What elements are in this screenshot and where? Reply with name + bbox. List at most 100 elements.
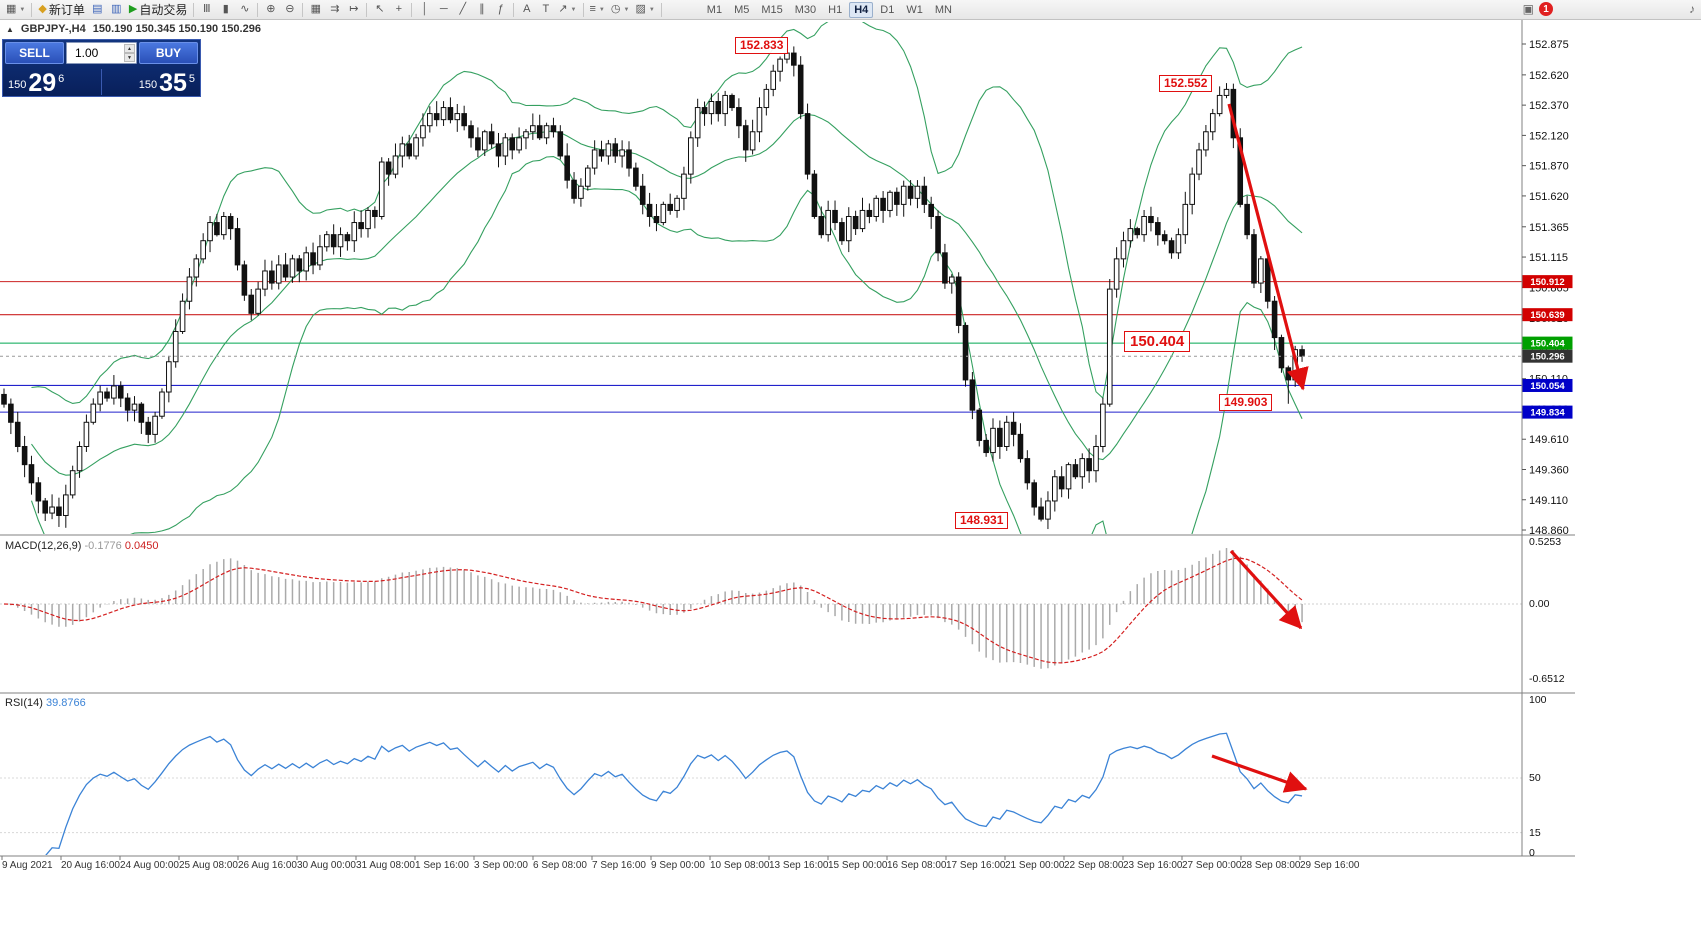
candle-body bbox=[358, 222, 364, 230]
arrows-icon[interactable]: ↗ ▼ bbox=[555, 1, 579, 18]
candle-body bbox=[1072, 464, 1079, 478]
candle-body bbox=[584, 167, 591, 187]
fibonacci-icon[interactable]: ƒ bbox=[491, 1, 510, 18]
volume-down-icon[interactable]: ▼ bbox=[124, 53, 135, 62]
sound-icon[interactable]: ♪ bbox=[1689, 2, 1695, 16]
macd-main-value: -0.1776 bbox=[84, 540, 122, 552]
candle-body bbox=[413, 137, 419, 157]
macd-panel bbox=[0, 548, 1522, 669]
candle-body bbox=[275, 264, 282, 284]
candle-body bbox=[536, 125, 543, 139]
time-tick-label: 29 Sep 16:00 bbox=[1300, 860, 1360, 871]
candle-body bbox=[564, 155, 570, 181]
timeframe-m5[interactable]: M5 bbox=[734, 3, 750, 16]
chat-icon[interactable]: ▣ bbox=[1522, 2, 1534, 16]
candle-body bbox=[166, 361, 172, 393]
candle-body bbox=[1065, 464, 1072, 490]
price-badge-text: 150.296 bbox=[1530, 352, 1564, 363]
candle-body bbox=[921, 185, 928, 205]
candle-body bbox=[186, 276, 193, 302]
vertical-line-icon[interactable]: │ bbox=[415, 1, 434, 18]
timeframe-m1[interactable]: M1 bbox=[706, 3, 723, 16]
candle-body bbox=[42, 500, 49, 514]
candle-body bbox=[550, 125, 557, 133]
candle-body bbox=[76, 445, 83, 472]
arrow-price-drop[interactable] bbox=[1227, 103, 1309, 391]
indicators-list-icon[interactable]: ≡ ▼ bbox=[587, 1, 608, 18]
candle-body bbox=[83, 421, 90, 447]
candle-body bbox=[49, 506, 55, 514]
timeframe-m30[interactable]: M30 bbox=[794, 3, 817, 16]
tile-windows-icon[interactable]: ▦ bbox=[306, 1, 325, 18]
auto-trading-button[interactable]: ▶ 自动交易 bbox=[126, 1, 190, 18]
line-chart-icon[interactable]: ∿ bbox=[235, 1, 254, 18]
rsi-value: 39.8766 bbox=[45, 697, 86, 709]
timeframe-d1[interactable]: D1 bbox=[880, 3, 895, 16]
candle-body bbox=[770, 70, 777, 90]
text-icon[interactable]: A bbox=[517, 1, 536, 18]
candle-body bbox=[220, 215, 227, 236]
candle-body bbox=[516, 137, 522, 151]
arrow-macd-drop[interactable] bbox=[1229, 549, 1303, 630]
new-chart-icon[interactable]: ▦ ▼ bbox=[3, 1, 28, 18]
buy-button[interactable]: BUY bbox=[139, 42, 198, 64]
dropdown-arrow-icon: ▼ bbox=[623, 6, 630, 13]
volume-up-icon[interactable]: ▲ bbox=[124, 44, 135, 53]
chart-shift-icon[interactable]: ↦ bbox=[344, 1, 363, 18]
zoom-in-icon[interactable]: ⊕ bbox=[261, 1, 280, 18]
zoom-out-icon: ⊖ bbox=[285, 3, 295, 15]
candle-body bbox=[928, 203, 934, 217]
candle-body bbox=[296, 258, 303, 272]
bollinger-middle-band bbox=[31, 113, 1303, 476]
horizontal-line-icon[interactable]: ─ bbox=[434, 1, 453, 18]
sell-price-pips: 29 bbox=[28, 69, 57, 97]
buy-price[interactable]: 150 35 5 bbox=[106, 71, 195, 96]
price-axis[interactable]: 152.875 152.620 152.370 152.120 151.870 151.6… bbox=[1522, 39, 1573, 859]
timeframe-h1[interactable]: H1 bbox=[828, 3, 843, 16]
volume-input[interactable] bbox=[67, 43, 136, 63]
arrow-rsi-drop[interactable] bbox=[1211, 754, 1308, 793]
trendline-icon[interactable]: ╱ bbox=[453, 1, 472, 18]
channel-icon[interactable]: ∥ bbox=[472, 1, 491, 18]
candlestick-chart-icon[interactable]: ▮ bbox=[216, 1, 235, 18]
auto-scroll-icon[interactable]: ⇉ bbox=[325, 1, 344, 18]
candle-body bbox=[653, 215, 660, 224]
cursor-icon: ↖ bbox=[375, 3, 385, 15]
candle-body bbox=[138, 403, 145, 423]
dropdown-arrow-icon: ▼ bbox=[648, 6, 655, 13]
candle-body bbox=[894, 191, 900, 205]
time-tick-label: 21 Sep 00:00 bbox=[1005, 860, 1065, 871]
candle-body bbox=[1299, 349, 1305, 357]
timeframe-w1[interactable]: W1 bbox=[906, 3, 923, 16]
time-axis[interactable]: 9 Aug 2021 20 Aug 16:00 24 Aug 00:00 25 Aug… bbox=[1, 856, 1360, 871]
notification-badge[interactable]: 1 bbox=[1539, 2, 1553, 16]
new-order-button-label: 新订单 bbox=[48, 3, 85, 17]
timeframe-m15[interactable]: M15 bbox=[761, 3, 783, 16]
new-order-button[interactable]: ◆ 新订单 bbox=[35, 1, 87, 18]
candle-body bbox=[571, 179, 577, 199]
candle-body bbox=[811, 173, 818, 217]
vertical-line-icon: │ bbox=[421, 3, 429, 15]
macd-indicator-label: MACD(12,26,9) -0.1776 0.0450 bbox=[5, 540, 159, 552]
sell-price[interactable]: 150 29 6 bbox=[8, 69, 97, 97]
candle-body bbox=[715, 100, 722, 115]
templates-icon[interactable]: ▨ ▼ bbox=[632, 1, 657, 18]
bar-chart-icon[interactable]: Ⅲ bbox=[197, 1, 216, 18]
candle-body bbox=[262, 270, 268, 290]
sell-button[interactable]: SELL bbox=[5, 42, 64, 64]
timeframe-mn[interactable]: MN bbox=[934, 3, 952, 16]
time-tick-label: 31 Aug 08:00 bbox=[356, 860, 415, 871]
candle-body bbox=[825, 209, 831, 236]
text-label-icon[interactable]: T bbox=[536, 1, 555, 18]
market-watch-icon[interactable]: ▤ bbox=[88, 1, 107, 18]
periods-icon[interactable]: ◷ ▼ bbox=[608, 1, 633, 18]
candle-body bbox=[317, 246, 323, 266]
zoom-out-icon[interactable]: ⊖ bbox=[280, 1, 299, 18]
timeframe-h4[interactable]: H4 bbox=[849, 1, 874, 18]
navigator-icon[interactable]: ▥ bbox=[107, 1, 126, 18]
cursor-icon[interactable]: ↖ bbox=[370, 1, 389, 18]
panel-collapse-icon[interactable]: ▲ bbox=[6, 24, 14, 34]
candle-body bbox=[269, 270, 275, 284]
crosshair-icon[interactable]: + bbox=[389, 1, 408, 18]
